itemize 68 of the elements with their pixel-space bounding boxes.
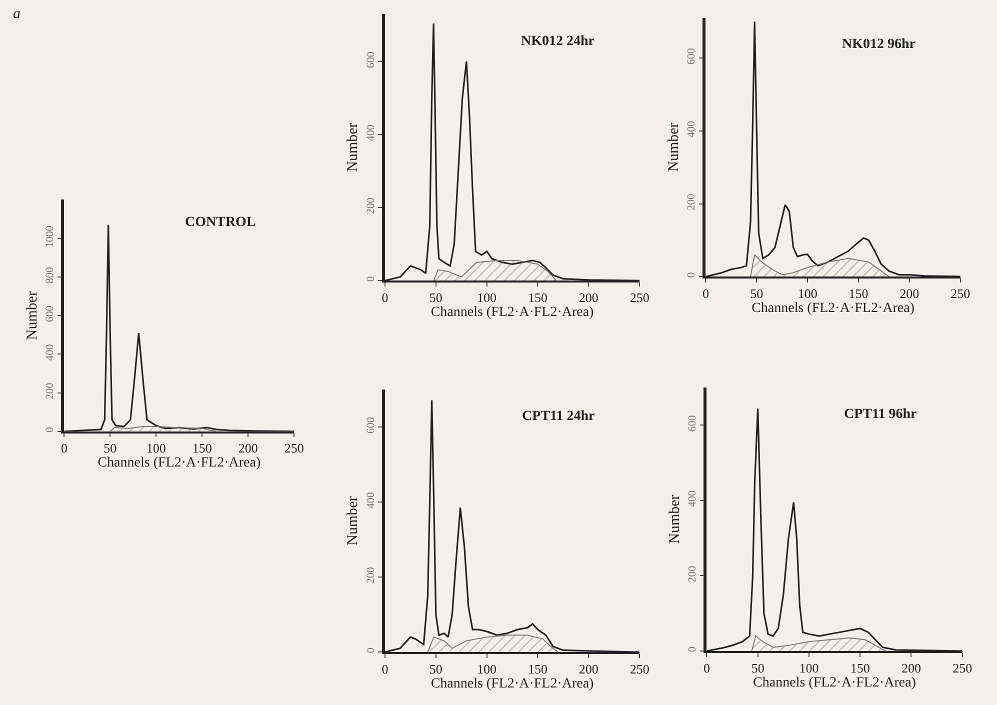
x-tick-label: 50 [751,660,764,676]
y-tick-label: 600 [364,416,377,434]
y-tick-label: 400 [364,124,377,142]
y-axis-title: Number [666,122,682,172]
x-tick-label: 150 [850,660,870,676]
x-tick-label: 200 [900,286,920,301]
x-tick-label: 200 [578,290,598,305]
x-tick-label: 100 [799,660,819,676]
x-tick-label: 0 [382,290,388,305]
text: CPT11 24hr [522,409,595,424]
y-tick-label: 200 [44,382,56,400]
x-tick-label: 50 [750,286,764,301]
y-tick-label: 200 [364,197,377,214]
x-axis-title: Channels (FL2·A·FL2·Area) [98,456,261,471]
y-tick-label: 200 [686,193,698,210]
text: CPT11 96hr [844,407,917,422]
x-axis-title: Channels (FL2·A·FL2·Area) [430,304,594,320]
y-tick-label: 0 [44,426,56,432]
x-tick-label: 0 [702,286,709,301]
y-tick-label: 0 [364,276,377,282]
x-tick-label: 200 [901,660,921,676]
y-axis-title: Number [24,290,40,340]
y-axis-title: Number [666,494,683,544]
y-tick-label: 800 [44,266,56,284]
text: a [13,6,20,22]
x-tick-label: 0 [382,661,388,676]
x-tick-label: 100 [146,440,166,456]
y-tick-label: 600 [686,48,698,65]
y-tick-label: 0 [364,647,377,654]
x-tick-label: 50 [429,290,442,305]
text: NK012 24hr [521,34,594,49]
x-tick-label: 50 [429,661,442,676]
x-tick-label: 100 [477,661,497,676]
y-tick-label: 0 [686,646,699,652]
y-tick-label: 400 [686,120,698,138]
x-tick-label: 250 [950,286,970,301]
y-axis-title: Number [345,122,362,172]
text: CONTROL [185,215,256,230]
y-tick-label: 1000 [44,225,56,248]
x-tick-label: 150 [848,286,868,301]
x-tick-label: 0 [60,440,68,456]
x-tick-label: 150 [528,290,548,305]
y-tick-label: 200 [686,565,699,582]
y-tick-label: 400 [686,490,699,508]
y-tick-label: 600 [44,305,56,322]
x-tick-label: 100 [798,286,818,301]
x-tick-label: 250 [952,660,972,676]
text: NK012 96hr [842,37,916,52]
y-tick-label: 400 [44,344,56,361]
x-axis-title: Channels (FL2·A·FL2·Area) [753,675,916,690]
y-tick-label: 400 [364,492,377,509]
y-tick-label: 0 [686,272,698,278]
x-tick-label: 0 [703,660,710,676]
x-tick-label: 150 [192,440,212,456]
y-tick-label: 200 [364,566,377,584]
y-tick-label: 600 [686,414,699,432]
x-tick-label: 250 [630,661,650,676]
x-tick-label: 150 [528,661,548,676]
x-tick-label: 250 [630,290,650,305]
y-axis-title: Number [345,496,362,546]
x-tick-label: 200 [238,440,258,456]
y-tick-label: 600 [364,51,377,68]
x-axis-title: Channels (FL2·A·FL2·Area) [752,300,915,316]
x-tick-label: 100 [477,290,497,305]
x-tick-label: 200 [578,661,598,676]
x-axis-title: Channels (FL2·A·FL2·Area) [430,676,594,692]
x-tick-label: 250 [284,440,304,456]
x-tick-label: 50 [104,440,117,456]
